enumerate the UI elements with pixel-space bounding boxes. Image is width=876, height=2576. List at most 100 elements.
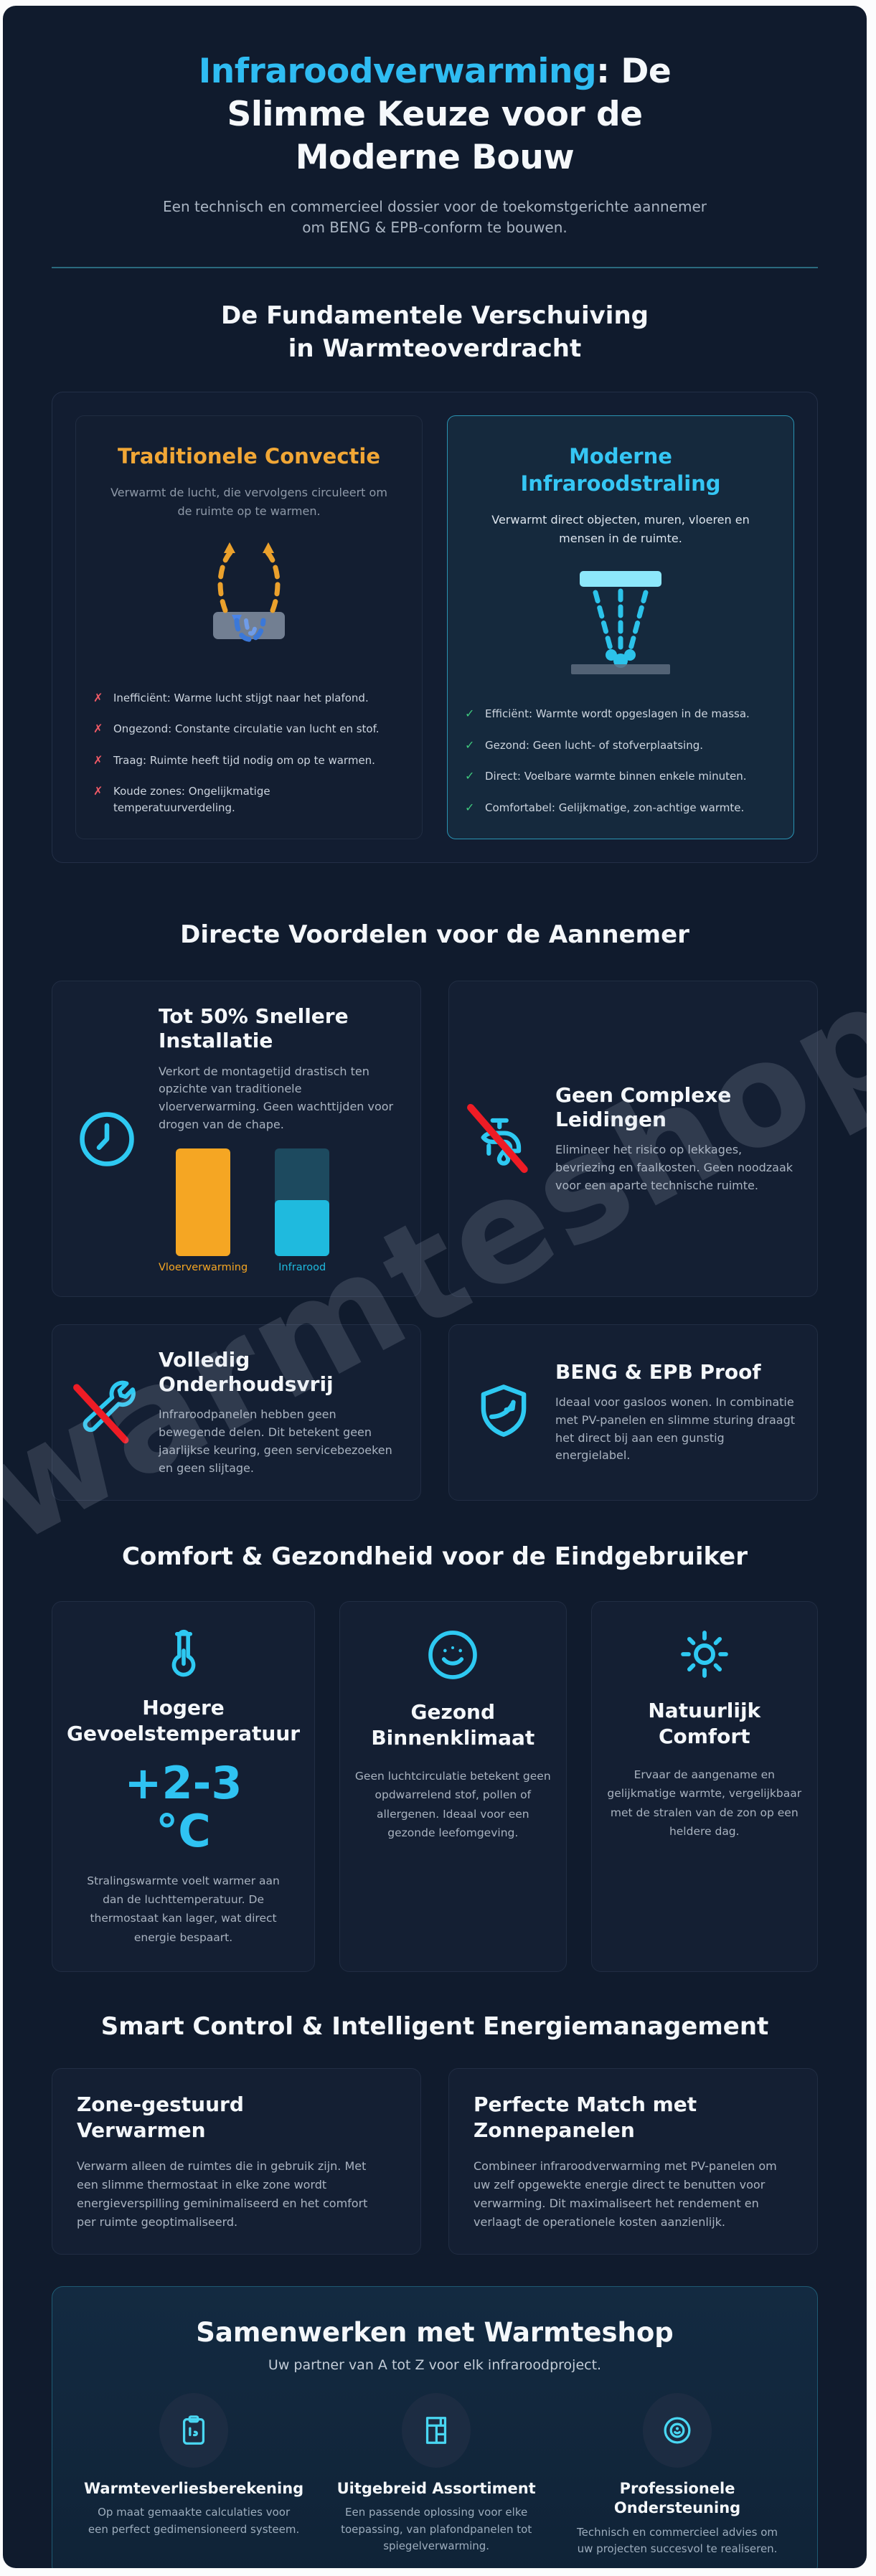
list-item: ✓ Direct: Voelbare warmte binnen enkele m… xyxy=(465,768,776,785)
card-traditional-convection: Traditionele Convectie Verwarmt de lucht… xyxy=(75,415,423,840)
check-icon: ✓ xyxy=(465,800,475,814)
benefit-title: Tot 50% Snellere Installatie xyxy=(159,1004,349,1053)
smart-title: Zone-gestuurd Verwarmen xyxy=(77,2093,244,2143)
clipboard-icon xyxy=(159,2393,229,2468)
section-heading-shift: De Fundamentele Verschuiving in Warmteov… xyxy=(221,301,649,364)
comfort-text: Ervaar de aangename en gelijkmatige warm… xyxy=(607,1768,802,1838)
partner-col-assortment: Uitgebreid Assortiment Een passende oplo… xyxy=(328,2393,545,2557)
traditional-bullet-list: ✗ Inefficiënt: Warme lucht stijgt naar he… xyxy=(93,671,405,816)
smiley-icon xyxy=(424,1626,481,1684)
bullet-text: Comfortabel: Gelijkmatige, zon-achtige w… xyxy=(485,801,745,814)
cross-icon: ✗ xyxy=(93,752,103,767)
bullet-text: Koude zones: Ongelijkmatige temperatuurv… xyxy=(113,785,270,814)
temperature-highlight: +2-3 °C xyxy=(124,1756,242,1857)
partner-col-support: Professionele Ondersteuning Technisch en… xyxy=(569,2393,786,2557)
page-title: Infraroodverwarming: De Slimme Keuze voo… xyxy=(169,50,700,179)
infrared-panel-illustration xyxy=(571,571,670,675)
section-heading-smart: Smart Control & Intelligent Energiemanag… xyxy=(100,2012,769,2042)
chart-label: Vloerverwarming xyxy=(159,1261,248,1273)
list-item: ✓ Gezond: Geen lucht- of stofverplaatsing… xyxy=(465,737,776,754)
cross-icon: ✗ xyxy=(93,690,103,704)
section-heading-comfort: Comfort & Gezondheid voor de Eindgebruik… xyxy=(121,1542,748,1572)
partner-panel: Samenwerken met Warmteshop Uw partner va… xyxy=(52,2286,818,2568)
page-title-rest: : De Slimme Keuze voor de Moderne Bouw xyxy=(227,52,672,178)
no-pipes-icon xyxy=(467,1103,537,1173)
benefit-text: Ideaal voor gasloos wonen. In combinatie… xyxy=(555,1395,796,1463)
bullet-text: Gezond: Geen lucht- of stofverplaatsing. xyxy=(485,738,703,752)
page-subtitle: Een technisch en commercieel dossier voo… xyxy=(163,198,707,237)
comfort-card-temperature: Hogere Gevoelstemperatuur +2-3 °C Strali… xyxy=(52,1601,316,1973)
list-item: ✗ Traag: Ruimte heeft tijd nodig om op te… xyxy=(93,752,405,769)
benefit-card-beng: BENG & EPB Proof Ideaal voor gasloos won… xyxy=(448,1324,818,1501)
partner-text: Een passende oplossing voor elke toepass… xyxy=(341,2506,532,2552)
comfort-text: Stralingswarmte voelt warmer aan dan de … xyxy=(87,1874,280,1944)
comparison-panel: Traditionele Convectie Verwarmt de lucht… xyxy=(52,392,818,864)
benefit-text: Elimineer het risico op lekkages, bevrie… xyxy=(555,1143,793,1192)
comfort-title: Gezond Binnenklimaat xyxy=(371,1700,535,1750)
bullet-text: Traag: Ruimte heeft tijd nodig om op te … xyxy=(113,753,375,767)
smart-text: Combineer infraroodverwarming met PV-pan… xyxy=(474,2159,777,2229)
thermometer-icon xyxy=(157,1626,210,1679)
comfort-title: Natuurlijk Comfort xyxy=(648,1699,761,1749)
installation-time-chart: Vloerverwarming Infrarood xyxy=(159,1148,399,1273)
cross-icon: ✗ xyxy=(93,784,103,798)
header-divider xyxy=(52,267,818,269)
list-item: ✓ Comfortabel: Gelijkmatige, zon-achtige … xyxy=(465,800,776,816)
bullet-text: Inefficiënt: Warme lucht stijgt naar het… xyxy=(113,691,369,704)
benefit-title: Volledig Onderhoudsvrij xyxy=(159,1347,334,1396)
benefit-card-piping: Geen Complexe Leidingen Elimineer het ri… xyxy=(448,981,818,1297)
benefit-title: BENG & EPB Proof xyxy=(555,1359,761,1384)
no-wrench-icon xyxy=(73,1380,140,1444)
cross-icon: ✗ xyxy=(93,722,103,736)
sun-icon xyxy=(677,1626,733,1682)
chart-bar-infrarood: Infrarood xyxy=(275,1148,330,1273)
comfort-card-natural: Natuurlijk Comfort Ervaar de aangename e… xyxy=(590,1601,818,1973)
modern-bullet-list: ✓ Efficiënt: Warmte wordt opgeslagen in d… xyxy=(465,687,776,816)
modern-description: Verwarmt direct objecten, muren, vloeren… xyxy=(491,512,750,546)
partner-text: Op maat gemaakte calculaties voor een pe… xyxy=(88,2506,300,2536)
partner-title: Professionele Ondersteuning xyxy=(613,2480,741,2517)
comfort-card-climate: Gezond Binnenklimaat Geen luchtcirculati… xyxy=(339,1601,567,1973)
partner-col-calculation: Warmteverliesberekening Op maat gemaakte… xyxy=(84,2393,303,2557)
convection-radiator-illustration xyxy=(213,542,285,642)
benefit-title: Geen Complexe Leidingen xyxy=(555,1082,732,1131)
benefit-text: Verkort de montagetijd drastisch ten opz… xyxy=(159,1064,394,1131)
page-title-accent: Infraroodverwarming xyxy=(198,52,597,91)
check-icon: ✓ xyxy=(465,707,475,721)
smart-card-zones: Zone-gestuurd Verwarmen Verwarm alleen d… xyxy=(52,2068,421,2255)
smart-card-solar: Perfecte Match met Zonnepanelen Combinee… xyxy=(448,2068,818,2255)
benefit-card-maintenance: Volledig Onderhoudsvrij Infraroodpanelen… xyxy=(52,1324,421,1501)
dark-canvas: warmteshop.com Infraroodverwarming: De S… xyxy=(3,6,867,2568)
check-icon: ✓ xyxy=(465,737,475,752)
benefit-card-installation: Tot 50% Snellere Installatie Verkort de … xyxy=(52,981,421,1297)
list-item: ✗ Koude zones: Ongelijkmatige temperatuur… xyxy=(93,783,405,816)
partner-title: Uitgebreid Assortiment xyxy=(336,2480,536,2498)
grid-icon xyxy=(402,2393,471,2468)
smart-title: Perfecte Match met Zonnepanelen xyxy=(474,2093,697,2143)
list-item: ✗ Ongezond: Constante circulatie van luch… xyxy=(93,721,405,737)
support-target-icon xyxy=(643,2393,712,2468)
partner-text: Technisch en commercieel advies om uw pr… xyxy=(577,2525,778,2555)
benefit-text: Infraroodpanelen hebben geen bewegende d… xyxy=(159,1407,392,1475)
partner-subtitle: Uw partner van A tot Z voor elk infraroo… xyxy=(268,2357,602,2374)
traditional-description: Verwarmt de lucht, die vervolgens circul… xyxy=(110,485,387,519)
chart-label: Infrarood xyxy=(278,1261,326,1273)
clock-icon xyxy=(74,1108,140,1171)
comfort-title: Hogere Gevoelstemperatuur xyxy=(67,1696,301,1746)
section-heading-benefits: Directe Voordelen voor de Aannemer xyxy=(180,920,689,950)
shield-leaf-icon xyxy=(471,1380,537,1445)
modern-title: Moderne Infraroodstraling xyxy=(520,444,721,496)
check-icon: ✓ xyxy=(465,769,475,783)
bullet-text: Direct: Voelbare warmte binnen enkele mi… xyxy=(485,770,747,783)
list-item: ✗ Inefficiënt: Warme lucht stijgt naar he… xyxy=(93,690,405,707)
partner-heading: Samenwerken met Warmteshop xyxy=(196,2317,674,2349)
smart-text: Verwarm alleen de ruimtes die in gebruik… xyxy=(77,2159,368,2229)
traditional-title: Traditionele Convectie xyxy=(118,444,380,469)
bullet-text: Efficiënt: Warmte wordt opgeslagen in de… xyxy=(485,707,750,721)
bullet-text: Ongezond: Constante circulatie van lucht… xyxy=(113,722,380,736)
chart-bar-vloerverwarming: Vloerverwarming xyxy=(159,1148,248,1273)
partner-title: Warmteverliesberekening xyxy=(84,2480,304,2498)
card-modern-infrared: Moderne Infraroodstraling Verwarmt direc… xyxy=(447,415,794,840)
comfort-text: Geen luchtcirculatie betekent geen opdwa… xyxy=(354,1769,551,1839)
